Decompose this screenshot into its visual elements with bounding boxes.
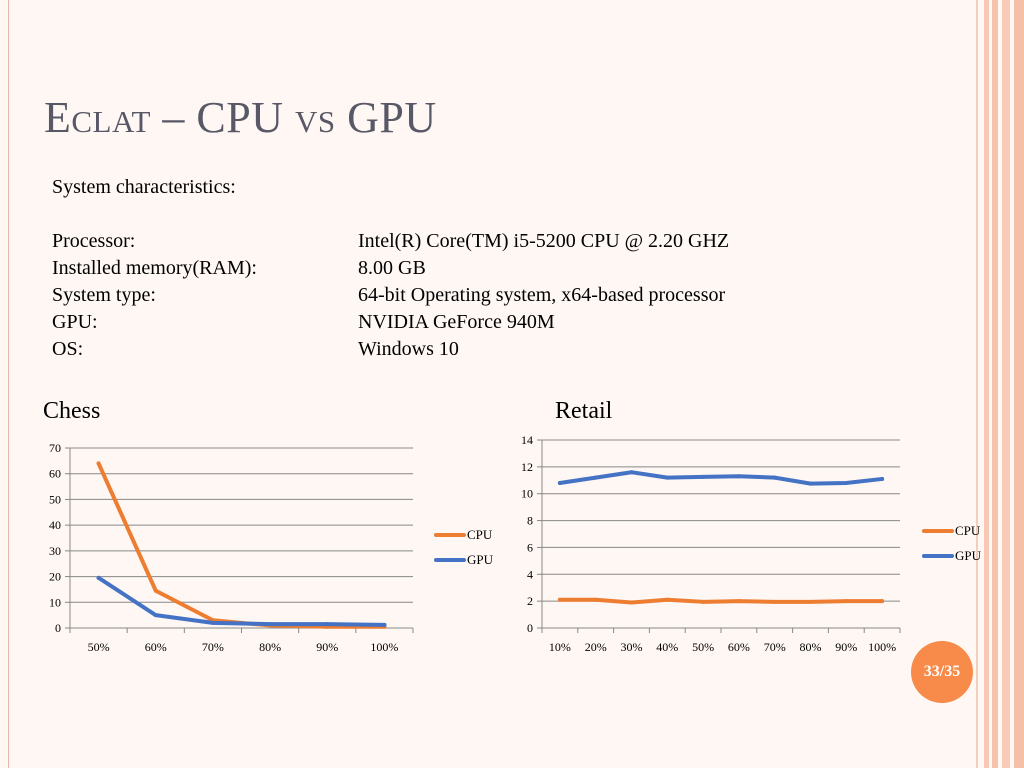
x-tick-label: 10% [549, 640, 571, 654]
legend-label-cpu: CPU [955, 523, 981, 538]
data-point-cpu [808, 599, 813, 604]
y-tick-label: 14 [521, 433, 533, 447]
series-line-gpu [557, 470, 885, 486]
spec-value: 64-bit Operating system, x64-based proce… [358, 284, 726, 306]
slide-title: Eclat – CPU vs GPU [44, 93, 437, 142]
data-point-gpu [382, 622, 387, 627]
spec-value: Intel(R) Core(TM) i5-5200 CPU @ 2.20 GHZ [358, 230, 730, 252]
chess-chart: 0 10 20 30 40 50 60 70 50% 60% 70% 80% 90% 100% CPU GPU [49, 441, 494, 654]
y-tick-label: 30 [49, 544, 61, 558]
y-tick-label: 70 [49, 441, 61, 455]
y-tick-label: 10 [521, 487, 533, 501]
spec-label: OS: [52, 338, 84, 360]
spec-label: Installed memory(RAM): [52, 257, 257, 279]
spec-label: GPU: [52, 311, 98, 333]
spec-value: NVIDIA GeForce 940M [358, 311, 555, 333]
data-point-gpu [736, 474, 741, 479]
retail-chart-title: Retail [555, 398, 613, 424]
y-tick-label: 60 [49, 467, 61, 481]
legend-label-cpu: CPU [467, 527, 493, 542]
decor-stripe [992, 0, 998, 768]
data-point-cpu [772, 599, 777, 604]
x-tick-label: 70% [202, 640, 224, 654]
data-point-gpu [153, 613, 158, 618]
y-tick-label: 8 [527, 514, 533, 528]
system-heading: System characteristics: [52, 176, 236, 198]
data-point-gpu [268, 622, 273, 627]
x-tick-label: 100% [868, 640, 896, 654]
y-tick-label: 0 [527, 621, 533, 635]
x-tick-label: 40% [656, 640, 678, 654]
data-point-gpu [593, 475, 598, 480]
y-tick-label: 10 [49, 595, 61, 609]
x-tick-label: 100% [370, 640, 398, 654]
y-tick-label: 6 [527, 540, 533, 554]
data-point-gpu [701, 474, 706, 479]
decor-stripe [1002, 0, 1010, 768]
decor-stripe [1014, 0, 1024, 768]
y-tick-label: 4 [527, 567, 533, 581]
x-tick-label: 80% [259, 640, 281, 654]
y-tick-label: 2 [527, 594, 533, 608]
data-point-cpu [844, 599, 849, 604]
data-point-gpu [325, 622, 330, 627]
data-point-cpu [153, 588, 158, 593]
legend-label-gpu: GPU [955, 548, 982, 563]
data-point-gpu [844, 480, 849, 485]
y-tick-label: 20 [49, 570, 61, 584]
data-point-cpu [629, 600, 634, 605]
data-point-gpu [772, 475, 777, 480]
retail-chart: 0 2 4 6 8 10 12 14 10% 20% 30% 40% 50% 60% 70% 80% 90% 10… [521, 433, 982, 654]
decor-stripe [984, 0, 989, 768]
spec-value: Windows 10 [358, 338, 459, 360]
y-tick-label: 0 [55, 621, 61, 635]
data-point-gpu [96, 575, 101, 580]
data-point-cpu [557, 597, 562, 602]
x-tick-label: 70% [764, 640, 786, 654]
decor-stripe [976, 0, 978, 768]
x-tick-label: 60% [145, 640, 167, 654]
y-tick-label: 50 [49, 492, 61, 506]
x-tick-label: 50% [692, 640, 714, 654]
series-line-cpu [557, 597, 885, 605]
data-point-cpu [593, 597, 598, 602]
legend-label-gpu: GPU [467, 552, 494, 567]
data-point-cpu [736, 599, 741, 604]
x-tick-label: 20% [585, 640, 607, 654]
data-point-gpu [880, 476, 885, 481]
slide-border-left [8, 0, 9, 768]
data-point-cpu [665, 597, 670, 602]
data-point-cpu [96, 461, 101, 466]
x-tick-label: 80% [800, 640, 822, 654]
x-tick-label: 60% [728, 640, 750, 654]
slide-number-badge: 33/35 [911, 641, 973, 703]
spec-label: System type: [52, 284, 156, 306]
series-line-gpu [96, 575, 387, 627]
y-tick-label: 12 [521, 460, 533, 474]
x-tick-label: 90% [835, 640, 857, 654]
x-tick-label: 90% [316, 640, 338, 654]
data-point-gpu [629, 470, 634, 475]
data-point-gpu [210, 620, 215, 625]
data-point-gpu [557, 480, 562, 485]
data-point-cpu [701, 599, 706, 604]
data-point-gpu [665, 475, 670, 480]
chess-chart-title: Chess [43, 398, 101, 424]
data-point-cpu [880, 599, 885, 604]
y-tick-label: 40 [49, 518, 61, 532]
x-tick-label: 50% [88, 640, 110, 654]
data-point-gpu [808, 481, 813, 486]
spec-value: 8.00 GB [358, 257, 426, 279]
x-tick-label: 30% [621, 640, 643, 654]
spec-label: Processor: [52, 230, 136, 252]
